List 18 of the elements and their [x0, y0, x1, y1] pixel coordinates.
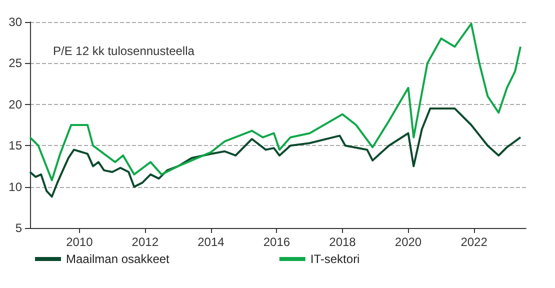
x-tick-label: 2014 — [198, 235, 225, 249]
x-tick-label: 2012 — [132, 235, 159, 249]
legend-label: Maailman osakkeet — [66, 252, 170, 266]
y-tick-label: 20 — [8, 97, 22, 112]
y-tick-label: 5 — [15, 221, 22, 235]
legend-label: IT-sektori — [310, 252, 360, 266]
y-tick-label: 25 — [8, 56, 22, 70]
y-tick-label: 15 — [8, 138, 22, 153]
line-series — [29, 22, 522, 182]
x-tick-label: 2018 — [329, 235, 356, 249]
x-tick-label: 2022 — [460, 235, 488, 249]
x-tick-label: 2016 — [263, 235, 290, 249]
y-tick-label: 30 — [8, 15, 22, 29]
text: P/E 12 kk tulosennusteella — [53, 44, 195, 58]
x-tick-label: 2020 — [394, 235, 422, 249]
x-tick-label: 2010 — [66, 235, 94, 249]
line-series — [29, 108, 522, 198]
y-tick-label: 10 — [8, 180, 22, 194]
